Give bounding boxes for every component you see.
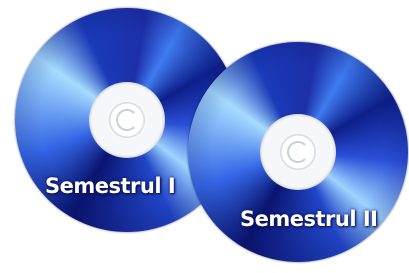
disc-label: Semestrul II bbox=[240, 207, 377, 231]
disc-hub bbox=[260, 114, 336, 190]
disc-hole bbox=[116, 109, 138, 131]
page: Semestrul I Semestrul II (() => { const … bbox=[0, 0, 409, 273]
disc-hole bbox=[287, 141, 309, 163]
disc-hub bbox=[89, 82, 165, 158]
disc-label: Semestrul I bbox=[45, 174, 175, 198]
